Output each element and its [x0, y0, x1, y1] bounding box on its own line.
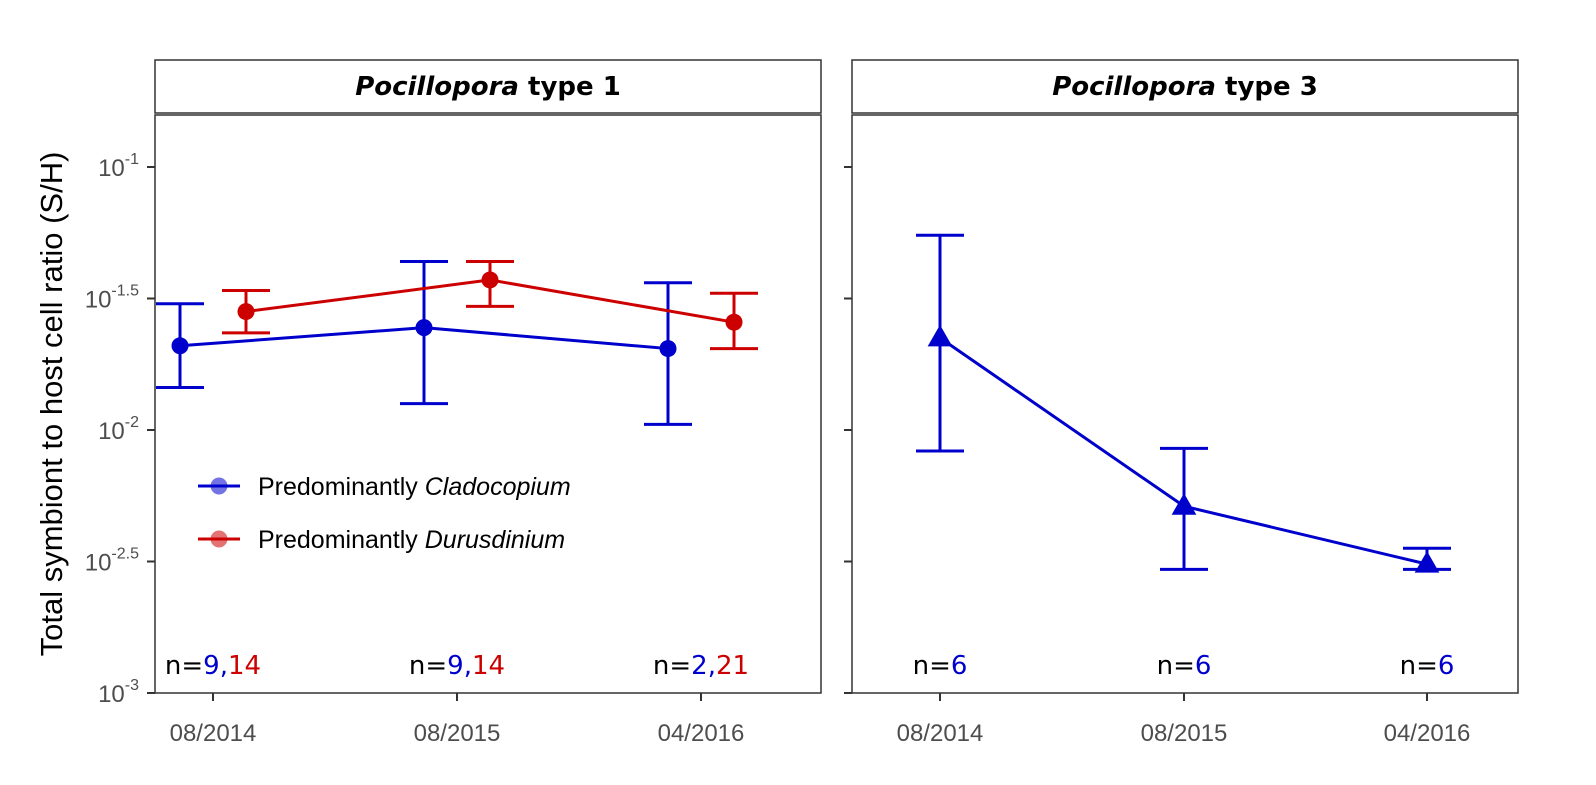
panel-title-genus: Pocillopora	[1052, 72, 1216, 102]
data-point	[927, 324, 953, 347]
n-label-prefix: n=	[653, 651, 691, 681]
legend-entry-cladocopium: Predominantly Cladocopium	[198, 473, 571, 501]
legend-label: Predominantly Cladocopium	[258, 473, 571, 501]
n-label-count: 14	[472, 651, 505, 681]
n-label: n=6	[1400, 651, 1455, 681]
y-tick-base: 10	[85, 550, 112, 577]
series-durusdinium	[222, 260, 758, 351]
n-label-count: 6	[1438, 651, 1455, 681]
n-label-count: ,	[464, 651, 472, 681]
n-label-count: 14	[228, 651, 261, 681]
x-tick-label: 08/2015	[414, 720, 501, 747]
panels: Pocillopora type 1 08/2014 08/2015 04/2016 n…	[147, 59, 1519, 747]
panel-title-type: type 3	[1216, 72, 1318, 102]
n-label-count: ,	[708, 651, 716, 681]
n-label-prefix: n=	[1400, 651, 1438, 681]
series-cladocopium	[156, 260, 692, 426]
y-tick-label: 10-1	[98, 151, 139, 182]
n-label-count: 6	[951, 651, 968, 681]
panel-title-genus: Pocillopora	[355, 72, 519, 102]
data-point	[1414, 551, 1440, 573]
n-label-prefix: n=	[409, 651, 447, 681]
x-tick-label: 08/2014	[170, 720, 257, 747]
y-axis: 10-310-2.510-210-1.510-1	[85, 151, 139, 708]
panel-2: Pocillopora type 3 08/2014 08/2015 04/2016 n…	[844, 59, 1519, 747]
legend-label-genus: Cladocopium	[425, 473, 571, 501]
n-label: n=2,21	[653, 651, 749, 681]
y-tick-label: 10-3	[98, 677, 139, 708]
data-point	[171, 337, 189, 355]
n-label-count: 2	[691, 651, 708, 681]
n-label: n=9,14	[165, 651, 261, 681]
y-tick-exponent: -1.5	[111, 283, 139, 300]
data-point	[1171, 493, 1197, 515]
legend-entry-durusdinium: Predominantly Durusdinium	[198, 526, 565, 554]
y-axis-label: Total symbiont to host cell ratio (S/H)	[34, 152, 69, 657]
legend-key-point	[210, 530, 228, 548]
n-label-count: 9	[447, 651, 464, 681]
n-label-prefix: n=	[913, 651, 951, 681]
series-cladocopium	[916, 233, 1451, 573]
legend-label-genus: Durusdinium	[425, 526, 565, 554]
n-label: n=6	[913, 651, 968, 681]
panel-strip	[851, 59, 1519, 114]
x-tick-label: 08/2014	[897, 720, 984, 747]
data-point	[725, 313, 743, 331]
n-label-count: 21	[716, 651, 749, 681]
y-tick-base: 10	[98, 155, 125, 182]
legend-label-prefix: Predominantly	[258, 473, 425, 501]
legend-label-prefix: Predominantly	[258, 526, 425, 554]
data-point	[481, 271, 499, 289]
panel-title: Pocillopora type 3	[1052, 72, 1318, 102]
legend-key-point	[210, 477, 228, 495]
panel-title-type: type 1	[519, 72, 621, 102]
data-point	[659, 340, 677, 358]
legend-label: Predominantly Durusdinium	[258, 526, 565, 554]
panel-title: Pocillopora type 1	[355, 72, 621, 102]
y-tick-label: 10-2.5	[85, 546, 139, 577]
y-tick-base: 10	[98, 681, 125, 708]
n-label-count: 9	[203, 651, 220, 681]
data-point	[415, 319, 433, 337]
panel-1: Pocillopora type 1 08/2014 08/2015 04/2016 n…	[147, 59, 822, 747]
n-label: n=9,14	[409, 651, 505, 681]
n-label-prefix: n=	[1157, 651, 1195, 681]
y-tick-base: 10	[98, 418, 125, 445]
panel-border	[851, 114, 1519, 694]
y-tick-exponent: -2	[125, 414, 139, 431]
n-label-prefix: n=	[165, 651, 203, 681]
data-point	[237, 303, 255, 321]
y-tick-exponent: -3	[125, 677, 139, 694]
n-label-count: ,	[220, 651, 228, 681]
x-tick-label: 04/2016	[1384, 720, 1471, 747]
y-tick-label: 10-1.5	[85, 283, 139, 314]
x-tick-label: 08/2015	[1141, 720, 1228, 747]
y-tick-exponent: -1	[125, 151, 139, 168]
y-tick-base: 10	[85, 287, 112, 314]
x-tick-label: 04/2016	[658, 720, 745, 747]
n-label: n=6	[1157, 651, 1212, 681]
y-tick-exponent: -2.5	[111, 546, 139, 563]
panel-border	[154, 114, 822, 694]
panel-strip	[154, 59, 822, 114]
y-tick-label: 10-2	[98, 414, 139, 445]
n-label-count: 6	[1195, 651, 1212, 681]
